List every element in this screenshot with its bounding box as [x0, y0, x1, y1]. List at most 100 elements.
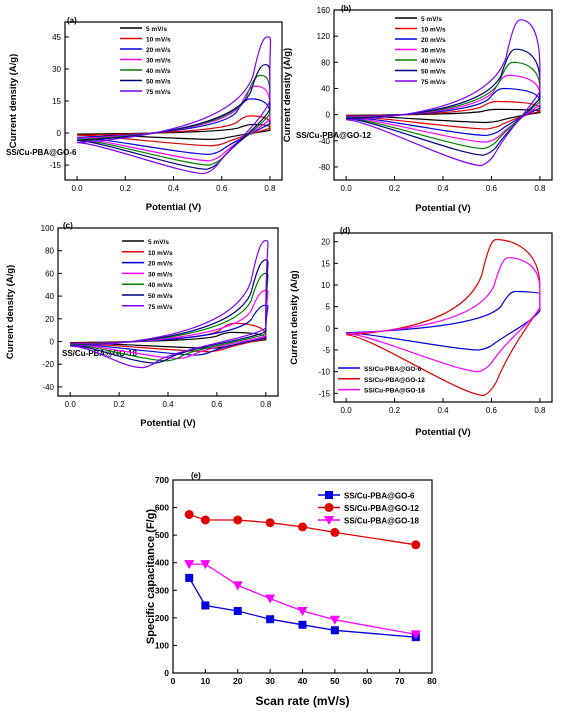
x-tick-label: 50: [330, 676, 340, 686]
x-tick-label: 10: [201, 676, 211, 686]
panel-label: (d): [340, 226, 351, 235]
x-tick-label: 0.0: [341, 406, 353, 415]
panel-label: (e): [191, 471, 201, 480]
legend-marker: [325, 491, 333, 499]
y-axis-title: Current density (A/g): [5, 265, 16, 359]
y-axis-title: Current density (A/g): [289, 270, 300, 364]
x-tick-label: 0.6: [211, 400, 223, 409]
x-tick-label: 0.6: [486, 184, 498, 193]
legend-label: 75 mV/s: [421, 79, 446, 86]
x-axis-title: Potential (V): [415, 427, 470, 438]
data-point: [184, 560, 195, 570]
y-tick-label: 120: [317, 32, 331, 41]
cv-curve-2: [346, 257, 541, 373]
y-axis-title: Current density (A/g): [8, 54, 19, 148]
data-point: [232, 581, 243, 591]
y-tick-label: 15: [321, 259, 330, 268]
x-tick-label: 0.2: [389, 184, 401, 193]
x-tick-label: 20: [233, 676, 243, 686]
panel-4: 0 10 20 30 40 50 60 70 80 0 100 200 300 400 500 600 700 (…: [145, 471, 437, 708]
x-tick-label: 0.6: [486, 406, 498, 415]
y-axis-title: Current density (A/g): [282, 48, 293, 142]
y-tick-label: 80: [45, 247, 54, 256]
y-tick-label: 40: [321, 84, 330, 93]
x-tick-label: 0.0: [65, 400, 77, 409]
y-tick-label: 100: [41, 224, 55, 233]
y-tick-label: 600: [155, 503, 169, 513]
y-tick-label: 45: [52, 33, 61, 42]
data-point: [185, 573, 194, 582]
y-tick-label: 400: [155, 558, 169, 568]
y-tick-label: 200: [155, 613, 169, 623]
y-tick-label: -10: [318, 368, 330, 377]
x-tick-label: 0.2: [120, 184, 132, 193]
y-tick-label: 5: [326, 303, 331, 312]
y-tick-label: 160: [317, 6, 331, 15]
panel-label: (a): [67, 16, 77, 25]
cv-curve-6: [346, 19, 541, 167]
y-tick-label: -40: [42, 383, 54, 392]
y-tick-label: 10: [321, 281, 330, 290]
legend-label: 40 mV/s: [421, 58, 446, 65]
data-point: [410, 630, 421, 640]
legend-label: 10 mV/s: [421, 27, 446, 34]
legend-label: SS/Cu-PBA@GO-12: [344, 504, 419, 513]
y-tick-label: 80: [321, 58, 330, 67]
y-tick-label: 20: [321, 238, 330, 247]
data-point: [411, 540, 421, 550]
x-tick-label: 70: [395, 676, 405, 686]
legend-label: 5 mV/s: [421, 16, 442, 23]
x-tick-label: 60: [363, 676, 373, 686]
data-point: [330, 626, 339, 635]
y-tick-label: 15: [52, 97, 61, 106]
x-tick-label: 0.8: [534, 184, 546, 193]
x-tick-label: 40: [298, 676, 308, 686]
legend-label: 30 mV/s: [146, 58, 171, 65]
panel-label: (b): [341, 4, 352, 13]
x-tick-label: 0.8: [264, 184, 276, 193]
data-point: [266, 615, 275, 624]
legend-label: SS/Cu-PBA@GO-6: [344, 492, 415, 501]
x-axis-title: Potential (V): [415, 203, 470, 214]
legend-label: 5 mV/s: [146, 26, 167, 33]
y-tick-label: 500: [155, 530, 169, 540]
data-point: [233, 606, 242, 615]
x-tick-label: 0.6: [216, 184, 228, 193]
y-tick-label: 0: [57, 129, 62, 138]
y-tick-label: -15: [49, 161, 61, 170]
data-point: [298, 522, 307, 532]
y-tick-label: 100: [155, 640, 169, 650]
data-point: [297, 606, 308, 616]
x-tick-label: 0.4: [437, 406, 449, 415]
legend-label: 40 mV/s: [148, 282, 173, 289]
x-tick-label: 0.0: [341, 184, 353, 193]
data-point: [265, 594, 276, 604]
legend-label: 10 mV/s: [146, 37, 171, 44]
y-tick-label: 700: [155, 475, 169, 485]
y-tick-label: 0: [326, 111, 331, 120]
y-tick-label: -80: [318, 163, 330, 172]
legend-label: 20 mV/s: [148, 261, 173, 268]
y-tick-label: 40: [45, 292, 54, 301]
legend-label: 30 mV/s: [148, 271, 173, 278]
data-point: [200, 560, 211, 570]
cv-curve-6: [70, 239, 269, 369]
legend-label: SS/Cu-PBA@GO-12: [364, 377, 425, 384]
sample-annotation: SS/Cu-PBA@GO-12: [296, 131, 371, 140]
panel-3: 0.0 0.2 0.4 0.6 0.8 -15 -10 -5 0 5 10 15 20 (d) Potent…: [289, 226, 553, 438]
legend-label: 75 mV/s: [146, 89, 171, 96]
legend-label: 10 mV/s: [148, 250, 173, 257]
legend-label: 75 mV/s: [148, 304, 173, 311]
x-tick-label: 0.4: [437, 184, 449, 193]
cv-curve-4: [77, 74, 271, 166]
sample-annotation: SS/Cu-PBA@GO-6: [6, 148, 77, 157]
panel-1: 0.0 0.2 0.4 0.6 0.8 -80 -40 0 40 80 120 160 (b) SS/Cu…: [282, 4, 553, 214]
x-tick-label: 0.0: [71, 184, 83, 193]
legend-label: 50 mV/s: [148, 293, 173, 300]
y-tick-label: 0: [164, 668, 169, 678]
legend-marker: [324, 503, 334, 512]
x-tick-label: 0.2: [114, 400, 126, 409]
x-axis-title: Scan rate (mV/s): [255, 694, 349, 708]
x-tick-label: 0.2: [389, 406, 401, 415]
